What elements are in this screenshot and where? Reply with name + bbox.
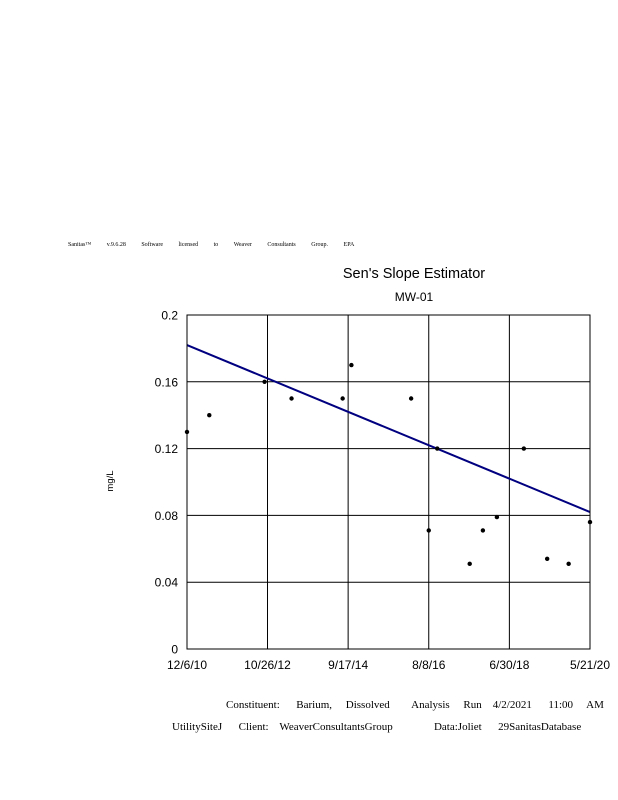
data-point (340, 396, 345, 401)
data-point (521, 446, 527, 451)
x-tick-label: 12/6/10 (167, 658, 207, 672)
y-tick-label: 0.12 (155, 442, 179, 456)
data-point (289, 396, 294, 401)
plot-frame (186, 314, 591, 650)
x-tick-label: 6/30/18 (489, 658, 529, 672)
data-point (494, 514, 500, 520)
data-point (262, 379, 267, 384)
chart-title: Sen's Slope Estimator (343, 266, 485, 282)
data-points (184, 362, 593, 567)
data-point (544, 556, 550, 562)
y-axis-label: mg/L (105, 470, 116, 491)
y-tick-label: 0.16 (155, 375, 179, 389)
grid-lines (186, 314, 591, 650)
data-point (207, 413, 212, 418)
y-tick-label: 0.08 (155, 509, 179, 523)
data-point (467, 561, 472, 567)
y-tick-label: 0.2 (161, 309, 178, 323)
data-point (480, 528, 486, 533)
y-tick-label: 0 (171, 643, 178, 657)
license-text: Sanitas™ v.9.6.28 Software licensed to W… (68, 242, 355, 248)
data-point (435, 446, 440, 451)
axis-tick-labels: 0 0.04 0.08 0.12 0.16 0.2 12/6/10 10/26/12 9/17/… (155, 309, 611, 673)
data-point (408, 396, 414, 401)
footer-client-line: UtilitySiteJ Client: WeaverConsultantsGr… (172, 721, 582, 733)
x-tick-label: 5/21/20 (570, 658, 610, 672)
trend-line-group (186, 344, 591, 513)
data-point (349, 362, 354, 368)
x-tick-label: 9/17/14 (328, 658, 368, 672)
chart-subtitle: MW-01 (395, 290, 434, 304)
footer-constituent-line: Constituent: Barium, Dissolved Analysis … (226, 699, 604, 711)
trend-line (186, 344, 591, 513)
data-point (426, 528, 431, 533)
y-tick-label: 0.04 (155, 576, 179, 590)
x-tick-label: 8/8/16 (412, 658, 446, 672)
data-point (566, 561, 571, 567)
x-tick-label: 10/26/12 (244, 658, 291, 672)
